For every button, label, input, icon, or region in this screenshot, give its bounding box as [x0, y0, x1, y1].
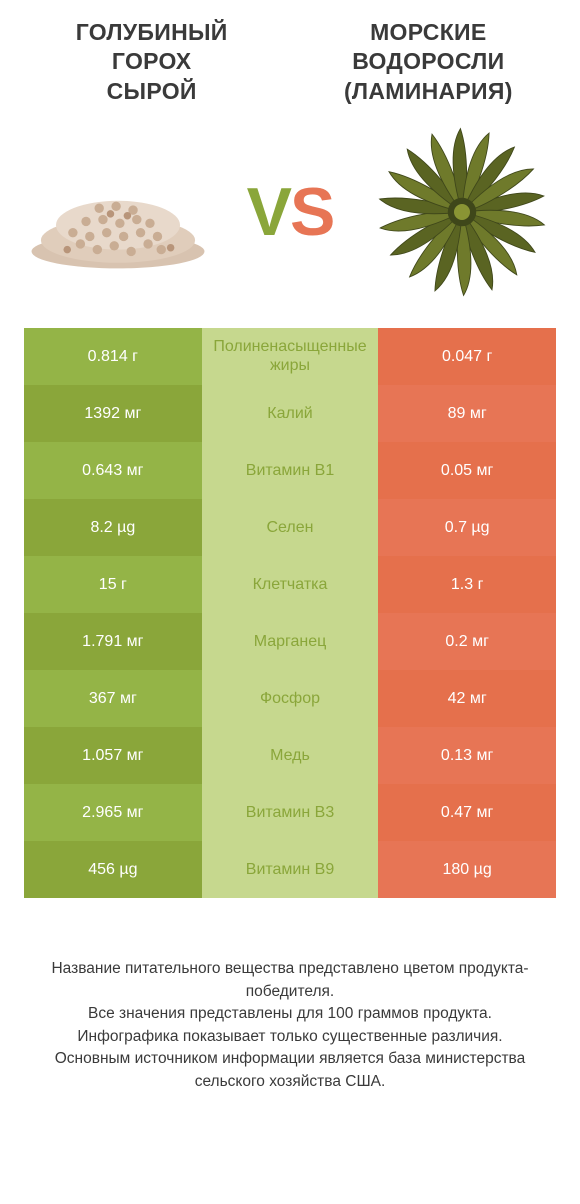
- footer-line: Все значения представлены для 100 граммо…: [28, 1003, 552, 1025]
- nutrient-label: Витамин B9: [202, 841, 379, 898]
- footer-line: Инфографика показывает только существенн…: [28, 1026, 552, 1048]
- nutrient-label: Селен: [202, 499, 379, 556]
- value-left: 0.643 мг: [24, 442, 202, 499]
- nutrient-label: Клетчатка: [202, 556, 379, 613]
- product-image-right: [368, 118, 556, 306]
- value-right: 0.2 мг: [378, 613, 556, 670]
- value-right: 0.05 мг: [378, 442, 556, 499]
- table-row: 1.057 мгМедь0.13 мг: [24, 727, 556, 784]
- title-left: ГОЛУБИНЫЙГОРОХСЫРОЙ: [24, 18, 279, 106]
- nutrient-label: Марганец: [202, 613, 379, 670]
- value-right: 0.7 µg: [378, 499, 556, 556]
- pea-pile-icon: [24, 142, 212, 282]
- table-row: 367 мгФосфор42 мг: [24, 670, 556, 727]
- value-left: 1.791 мг: [24, 613, 202, 670]
- vs-v: V: [247, 178, 290, 246]
- nutrient-label: Витамин B1: [202, 442, 379, 499]
- table-row: 0.643 мгВитамин B10.05 мг: [24, 442, 556, 499]
- value-left: 0.814 г: [24, 328, 202, 385]
- kelp-icon: [373, 123, 551, 301]
- nutrient-label: Фосфор: [202, 670, 379, 727]
- value-right: 0.13 мг: [378, 727, 556, 784]
- hero-row: VS: [24, 118, 556, 306]
- table-row: 456 µgВитамин B9180 µg: [24, 841, 556, 898]
- value-left: 456 µg: [24, 841, 202, 898]
- footer-notes: Название питательного вещества представл…: [24, 958, 556, 1093]
- table-row: 2.965 мгВитамин B30.47 мг: [24, 784, 556, 841]
- footer-line: Основным источником информации является …: [28, 1048, 552, 1093]
- comparison-table: 0.814 гПолиненасыщенные жиры0.047 г1392 …: [24, 328, 556, 898]
- nutrient-label: Медь: [202, 727, 379, 784]
- value-right: 89 мг: [378, 385, 556, 442]
- table-row: 8.2 µgСелен0.7 µg: [24, 499, 556, 556]
- table-row: 1392 мгКалий89 мг: [24, 385, 556, 442]
- value-right: 180 µg: [378, 841, 556, 898]
- value-right: 0.047 г: [378, 328, 556, 385]
- value-left: 2.965 мг: [24, 784, 202, 841]
- table-row: 15 гКлетчатка1.3 г: [24, 556, 556, 613]
- nutrient-label: Калий: [202, 385, 379, 442]
- table-row: 0.814 гПолиненасыщенные жиры0.047 г: [24, 328, 556, 385]
- value-right: 0.47 мг: [378, 784, 556, 841]
- infographic-root: ГОЛУБИНЫЙГОРОХСЫРОЙ МОРСКИЕВОДОРОСЛИ(ЛАМ…: [0, 0, 580, 1113]
- value-left: 1392 мг: [24, 385, 202, 442]
- vs-label: VS: [247, 178, 334, 246]
- value-left: 8.2 µg: [24, 499, 202, 556]
- value-right: 1.3 г: [378, 556, 556, 613]
- table-row: 1.791 мгМарганец0.2 мг: [24, 613, 556, 670]
- footer-line: Название питательного вещества представл…: [28, 958, 552, 1003]
- title-right: МОРСКИЕВОДОРОСЛИ(ЛАМИНАРИЯ): [301, 18, 556, 106]
- nutrient-label: Витамин B3: [202, 784, 379, 841]
- value-left: 367 мг: [24, 670, 202, 727]
- value-left: 1.057 мг: [24, 727, 202, 784]
- nutrient-label: Полиненасыщенные жиры: [202, 328, 379, 385]
- vs-s: S: [290, 178, 333, 246]
- value-left: 15 г: [24, 556, 202, 613]
- value-right: 42 мг: [378, 670, 556, 727]
- title-row: ГОЛУБИНЫЙГОРОХСЫРОЙ МОРСКИЕВОДОРОСЛИ(ЛАМ…: [24, 18, 556, 106]
- product-image-left: [24, 118, 212, 306]
